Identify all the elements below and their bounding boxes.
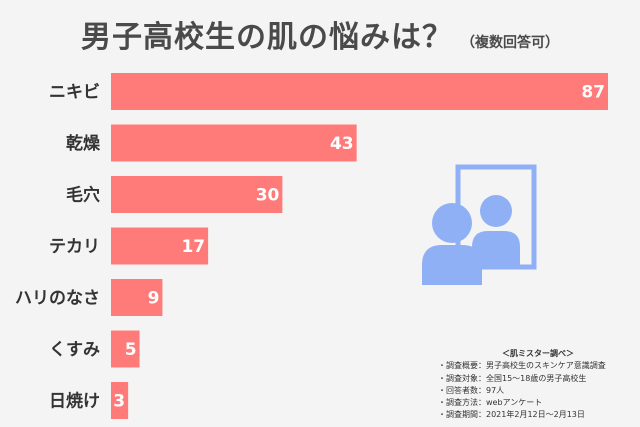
source-note: ＜肌ミスター調べ＞ ・調査概要：男子高校生のスキンケア意識調査 ・調査対象：全国…: [438, 348, 638, 422]
category-label: 毛穴: [66, 185, 100, 206]
source-line: ・回答者数：97人: [438, 385, 505, 395]
bar: [111, 124, 357, 162]
source-line: ・調査方法：webアンケート: [438, 398, 543, 408]
category-label: テカリ: [49, 237, 100, 257]
source-line: ・調査期間：2021年2月12日〜2月13日: [438, 410, 585, 420]
source-line: ・調査概要：男子高校生のスキンケア意識調査: [438, 361, 606, 371]
category-label: 乾燥: [66, 133, 101, 154]
chart-subtitle: （複数回答可）: [461, 35, 559, 51]
source-title: ＜肌ミスター調べ＞: [502, 349, 574, 358]
value-label: 43: [330, 134, 354, 154]
bar: [111, 382, 129, 419]
person-mirror-icon: [422, 164, 537, 285]
bar: [111, 330, 140, 368]
value-label: 17: [181, 237, 205, 257]
source-line: ・調査対象：全国15〜18歳の男子高校生: [438, 373, 587, 383]
value-label: 5: [125, 340, 137, 360]
chart-title: 男子高校生の肌の悩みは？ （複数回答可）: [0, 12, 640, 56]
mirror-reflection-head: [480, 195, 512, 227]
bar: [111, 73, 608, 110]
value-label: 3: [113, 392, 125, 412]
category-label: くすみ: [49, 340, 100, 360]
chart-title-main: 男子高校生の肌の悩みは？: [81, 20, 453, 55]
person-head: [432, 203, 472, 243]
bar: [111, 176, 283, 213]
category-label: 日焼け: [49, 391, 100, 412]
person-body: [422, 245, 482, 285]
value-label: 87: [581, 83, 605, 103]
mirror-reflection-body: [472, 231, 520, 265]
category-label: ハリのなさ: [15, 289, 100, 309]
bar: [111, 227, 209, 265]
value-label: 30: [256, 186, 280, 206]
bar: [111, 279, 163, 316]
value-label: 9: [148, 289, 160, 309]
category-label: ニキビ: [49, 83, 100, 103]
